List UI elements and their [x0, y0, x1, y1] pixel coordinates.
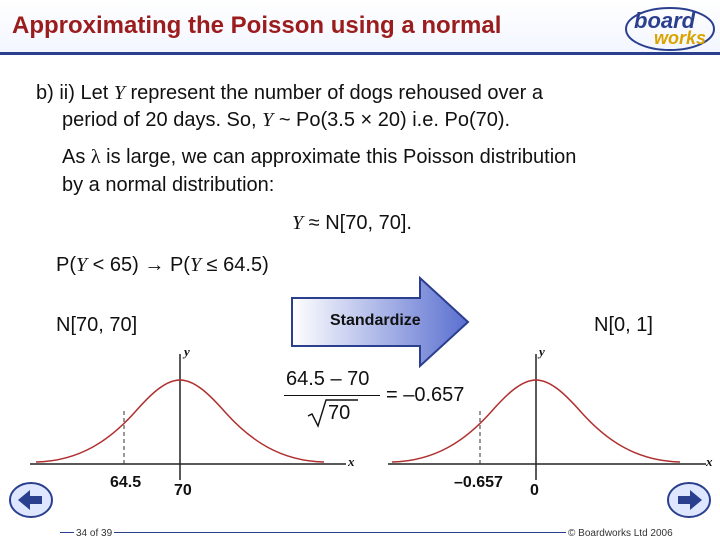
- copyright-text: © Boardworks Ltd 2006: [566, 528, 675, 539]
- formula-fraction-bar: [284, 395, 380, 396]
- left-x-axis-label: x: [348, 454, 355, 469]
- p2-text-b: is large, we can approximate this Poisso…: [100, 146, 577, 168]
- left-center-label: 70: [174, 482, 192, 499]
- square-root-sign: [307, 399, 358, 428]
- prob-var1: Y: [76, 254, 88, 276]
- next-slide-button[interactable]: [666, 480, 712, 520]
- page-number: 34 of 39: [74, 528, 115, 539]
- approx-var: Y: [292, 212, 304, 234]
- normal-curves: [30, 354, 706, 480]
- paragraph-lambda: As λ is large, we can approximate this P…: [62, 144, 576, 170]
- left-y-axis-label: y: [184, 344, 190, 359]
- forward-arrow-icon: [667, 482, 711, 518]
- logo-text-board: board: [634, 8, 696, 33]
- standardize-arrow: [291, 276, 470, 368]
- page-title: Approximating the Poisson using a normal: [12, 12, 502, 39]
- header-divider: [0, 52, 720, 55]
- p1-text-b: represent the number of dogs rehoused ov…: [124, 82, 543, 104]
- formula-numerator: 64.5 – 70: [286, 368, 370, 390]
- paragraph-let-y-line2: period of 20 days. So, Y ~ Po(3.5 × 20) …: [62, 107, 510, 133]
- p1-line2-b: ~ Po(3.5 × 20) i.e. Po(70).: [273, 109, 511, 131]
- header-bar: [0, 0, 720, 52]
- p1-line2-a: period of 20 days. So,: [62, 109, 263, 131]
- footer-divider: [60, 532, 660, 533]
- p1-var: Y: [113, 82, 125, 104]
- formula-result: = –0.657: [386, 384, 465, 406]
- right-normal-curve: [391, 379, 681, 463]
- right-center-label: 0: [530, 482, 539, 499]
- p1-line2-var: Y: [262, 109, 274, 131]
- right-mark-label: –0.657: [454, 474, 503, 491]
- prob-a: P(: [56, 254, 76, 276]
- lambda-symbol: λ: [90, 146, 101, 168]
- right-distribution-label: N[0, 1]: [594, 314, 653, 336]
- paragraph-let-y: b) ii) Let Y represent the number of dog…: [36, 80, 543, 106]
- right-y-axis-label: y: [539, 344, 545, 359]
- approx-text: ≈ N[70, 70].: [303, 212, 412, 234]
- p2-text-a: As: [62, 146, 91, 168]
- prob-b: < 65) → P(: [87, 254, 190, 276]
- formula-denominator: 70: [328, 402, 351, 424]
- standardize-label: Standardize: [330, 312, 421, 329]
- logo-text-works: works: [654, 28, 707, 48]
- prob-var2: Y: [189, 254, 202, 276]
- paragraph-lambda-line2: by a normal distribution:: [62, 174, 275, 196]
- z-formula: 64.5 – 70 70 = –0.657: [282, 366, 482, 436]
- left-mark-label: 64.5: [110, 474, 142, 491]
- approximation-line: Y ≈ N[70, 70].: [292, 210, 412, 236]
- right-x-axis-label: x: [706, 454, 713, 469]
- probability-line: P(Y < 65) → P(Y ≤ 64.5): [56, 252, 269, 278]
- back-arrow-icon: [9, 482, 53, 518]
- boardworks-logo: board works: [624, 6, 716, 52]
- left-distribution-label: N[70, 70]: [56, 314, 138, 336]
- prob-c: ≤ 64.5): [201, 254, 269, 276]
- previous-slide-button[interactable]: [8, 480, 54, 520]
- p1-text-a: b) ii) Let: [36, 82, 114, 104]
- left-normal-curve: [35, 379, 325, 463]
